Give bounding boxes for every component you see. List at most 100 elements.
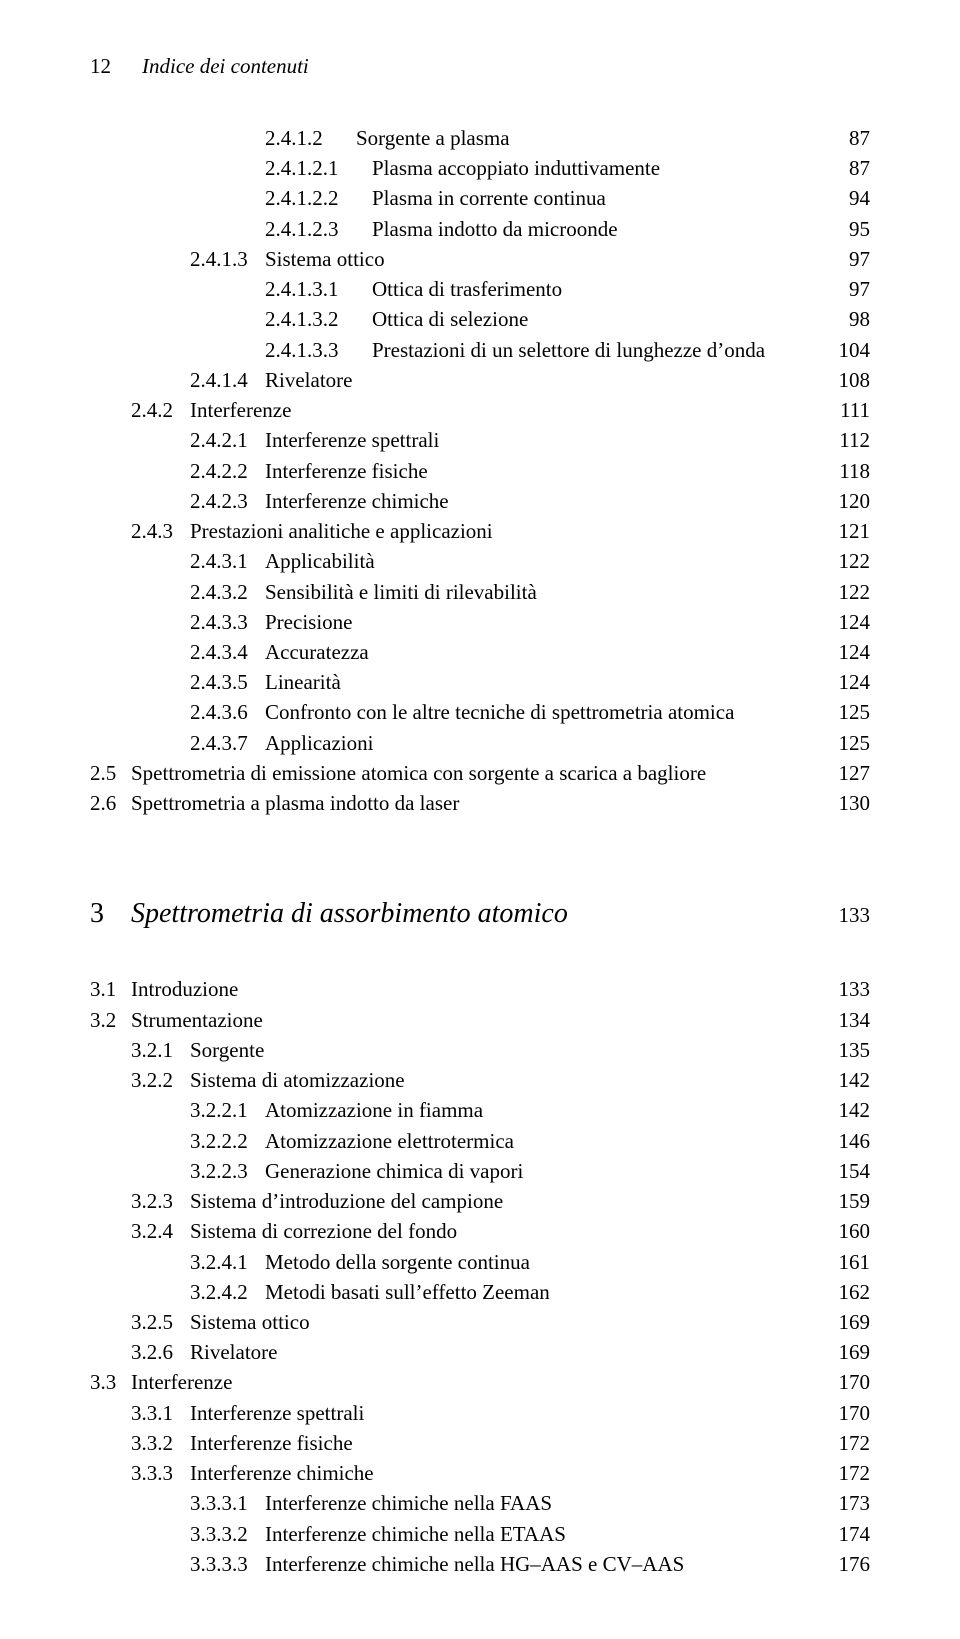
toc-entry-text: Introduzione bbox=[131, 974, 822, 1004]
toc-entry-number: 2.4.2.3 bbox=[190, 486, 265, 516]
toc-entry-text: Interferenze spettrali bbox=[265, 425, 822, 455]
toc-entry-page: 124 bbox=[822, 607, 870, 637]
toc-entry-number: 2.4.1.4 bbox=[190, 365, 265, 395]
toc-entry-text: Atomizzazione elettrotermica bbox=[265, 1126, 822, 1156]
toc-entry-page: 159 bbox=[822, 1186, 870, 1216]
toc-block-1: 2.4.1.2Sorgente a plasma872.4.1.2.1Plasm… bbox=[90, 123, 870, 818]
toc-entry-text: Sistema d’introduzione del campione bbox=[190, 1186, 822, 1216]
toc-entry-text: Interferenze spettrali bbox=[190, 1398, 822, 1428]
toc-entry-text: Interferenze fisiche bbox=[265, 456, 822, 486]
toc-entry: 2.4.1.3.2Ottica di selezione98 bbox=[90, 304, 870, 334]
toc-entry-page: 124 bbox=[822, 667, 870, 697]
chapter-heading: 3 Spettrometria di assorbimento atomico … bbox=[90, 898, 870, 930]
toc-entry-text: Sistema di correzione del fondo bbox=[190, 1216, 822, 1246]
toc-entry-page: 154 bbox=[822, 1156, 870, 1186]
toc-entry-page: 135 bbox=[822, 1035, 870, 1065]
toc-entry-text: Sorgente a plasma bbox=[356, 123, 822, 153]
toc-entry: 2.4.3.4Accuratezza124 bbox=[90, 637, 870, 667]
toc-entry-number: 2.4.1.3.1 bbox=[265, 274, 372, 304]
toc-entry-page: 161 bbox=[822, 1247, 870, 1277]
toc-entry-page: 121 bbox=[822, 516, 870, 546]
toc-entry-number: 2.6 bbox=[90, 788, 131, 818]
toc-entry-text: Accuratezza bbox=[265, 637, 822, 667]
toc-entry-page: 125 bbox=[822, 697, 870, 727]
chapter-title: Spettrometria di assorbimento atomico bbox=[131, 898, 812, 930]
toc-entry: 3.3.3.2Interferenze chimiche nella ETAAS… bbox=[90, 1519, 870, 1549]
toc-entry-number: 2.4.3.6 bbox=[190, 697, 265, 727]
toc-entry-text: Interferenze chimiche nella ETAAS bbox=[265, 1519, 822, 1549]
toc-entry: 3.2.2.3Generazione chimica di vapori154 bbox=[90, 1156, 870, 1186]
toc-entry-page: 87 bbox=[822, 123, 870, 153]
running-title: Indice dei contenuti bbox=[142, 54, 309, 79]
toc-entry-number: 3.2.2.1 bbox=[190, 1095, 265, 1125]
toc-entry-number: 2.4.1.3 bbox=[190, 244, 265, 274]
toc-entry: 2.5Spettrometria di emissione atomica co… bbox=[90, 758, 870, 788]
toc-entry-text: Sistema ottico bbox=[265, 244, 822, 274]
toc-entry-page: 169 bbox=[822, 1337, 870, 1367]
toc-entry-page: 104 bbox=[822, 335, 870, 365]
toc-entry-text: Applicabilità bbox=[265, 546, 822, 576]
toc-entry-text: Prestazioni di un selettore di lunghezze… bbox=[372, 335, 822, 365]
toc-entry-number: 2.4.3.3 bbox=[190, 607, 265, 637]
toc-entry-text: Applicazioni bbox=[265, 728, 822, 758]
toc-entry-text: Prestazioni analitiche e applicazioni bbox=[190, 516, 822, 546]
toc-entry-page: 87 bbox=[822, 153, 870, 183]
toc-entry: 2.4.3.6Confronto con le altre tecniche d… bbox=[90, 697, 870, 727]
toc-entry-text: Atomizzazione in fiamma bbox=[265, 1095, 822, 1125]
toc-entry: 2.4.2.3Interferenze chimiche120 bbox=[90, 486, 870, 516]
toc-entry-text: Metodo della sorgente continua bbox=[265, 1247, 822, 1277]
toc-entry-number: 3.2.4.2 bbox=[190, 1277, 265, 1307]
toc-entry: 2.4.1.2.1Plasma accoppiato induttivament… bbox=[90, 153, 870, 183]
toc-entry-text: Plasma accoppiato induttivamente bbox=[372, 153, 822, 183]
toc-entry-text: Plasma in corrente continua bbox=[372, 183, 822, 213]
toc-entry-number: 3.3.2 bbox=[131, 1428, 190, 1458]
toc-entry-page: 162 bbox=[822, 1277, 870, 1307]
toc-entry-page: 108 bbox=[822, 365, 870, 395]
toc-entry: 2.4.1.3.1Ottica di trasferimento97 bbox=[90, 274, 870, 304]
toc-entry: 2.4.1.2.2Plasma in corrente continua94 bbox=[90, 183, 870, 213]
toc-entry-page: 134 bbox=[822, 1005, 870, 1035]
toc-entry-number: 3.2.2 bbox=[131, 1065, 190, 1095]
toc-entry-text: Interferenze bbox=[190, 395, 822, 425]
toc-entry-page: 111 bbox=[822, 395, 870, 425]
chapter-number: 3 bbox=[90, 898, 131, 930]
toc-entry: 2.4.3.5Linearità124 bbox=[90, 667, 870, 697]
toc-entry: 2.4.3Prestazioni analitiche e applicazio… bbox=[90, 516, 870, 546]
toc-entry: 2.4.1.2.3Plasma indotto da microonde95 bbox=[90, 214, 870, 244]
toc-entry-number: 2.5 bbox=[90, 758, 131, 788]
toc-entry-number: 3.2.4.1 bbox=[190, 1247, 265, 1277]
toc-entry: 2.4.2.1Interferenze spettrali112 bbox=[90, 425, 870, 455]
toc-entry-text: Spettrometria a plasma indotto da laser bbox=[131, 788, 822, 818]
toc-entry-number: 2.4.2.2 bbox=[190, 456, 265, 486]
toc-entry-page: 122 bbox=[822, 577, 870, 607]
toc-entry-page: 95 bbox=[822, 214, 870, 244]
toc-entry-text: Metodi basati sull’effetto Zeeman bbox=[265, 1277, 822, 1307]
toc-entry-text: Ottica di trasferimento bbox=[372, 274, 822, 304]
toc-entry: 3.3Interferenze170 bbox=[90, 1367, 870, 1397]
toc-entry-text: Ottica di selezione bbox=[372, 304, 822, 334]
toc-entry-number: 2.4.1.2.1 bbox=[265, 153, 372, 183]
toc-entry-page: 122 bbox=[822, 546, 870, 576]
toc-entry: 3.2.2Sistema di atomizzazione142 bbox=[90, 1065, 870, 1095]
toc-entry-text: Interferenze bbox=[131, 1367, 822, 1397]
toc-entry-number: 3.2.2.3 bbox=[190, 1156, 265, 1186]
toc-entry: 3.3.1Interferenze spettrali170 bbox=[90, 1398, 870, 1428]
toc-entry-number: 2.4.1.3.2 bbox=[265, 304, 372, 334]
toc-entry-page: 124 bbox=[822, 637, 870, 667]
toc-entry-page: 94 bbox=[822, 183, 870, 213]
toc-entry-text: Linearità bbox=[265, 667, 822, 697]
toc-entry-text: Interferenze chimiche bbox=[265, 486, 822, 516]
toc-entry: 3.3.3.3Interferenze chimiche nella HG–AA… bbox=[90, 1549, 870, 1579]
toc-entry: 2.4.3.1Applicabilità122 bbox=[90, 546, 870, 576]
toc-entry-page: 130 bbox=[822, 788, 870, 818]
toc-entry-page: 127 bbox=[822, 758, 870, 788]
toc-entry-text: Precisione bbox=[265, 607, 822, 637]
toc-entry-number: 2.4.3.4 bbox=[190, 637, 265, 667]
toc-entry-text: Sensibilità e limiti di rilevabilità bbox=[265, 577, 822, 607]
toc-entry-number: 2.4.3 bbox=[131, 516, 190, 546]
toc-entry: 3.2.3Sistema d’introduzione del campione… bbox=[90, 1186, 870, 1216]
toc-entry-page: 170 bbox=[822, 1367, 870, 1397]
toc-entry-number: 2.4.1.2.2 bbox=[265, 183, 372, 213]
toc-entry: 2.4.3.7Applicazioni125 bbox=[90, 728, 870, 758]
toc-entry-text: Strumentazione bbox=[131, 1005, 822, 1035]
